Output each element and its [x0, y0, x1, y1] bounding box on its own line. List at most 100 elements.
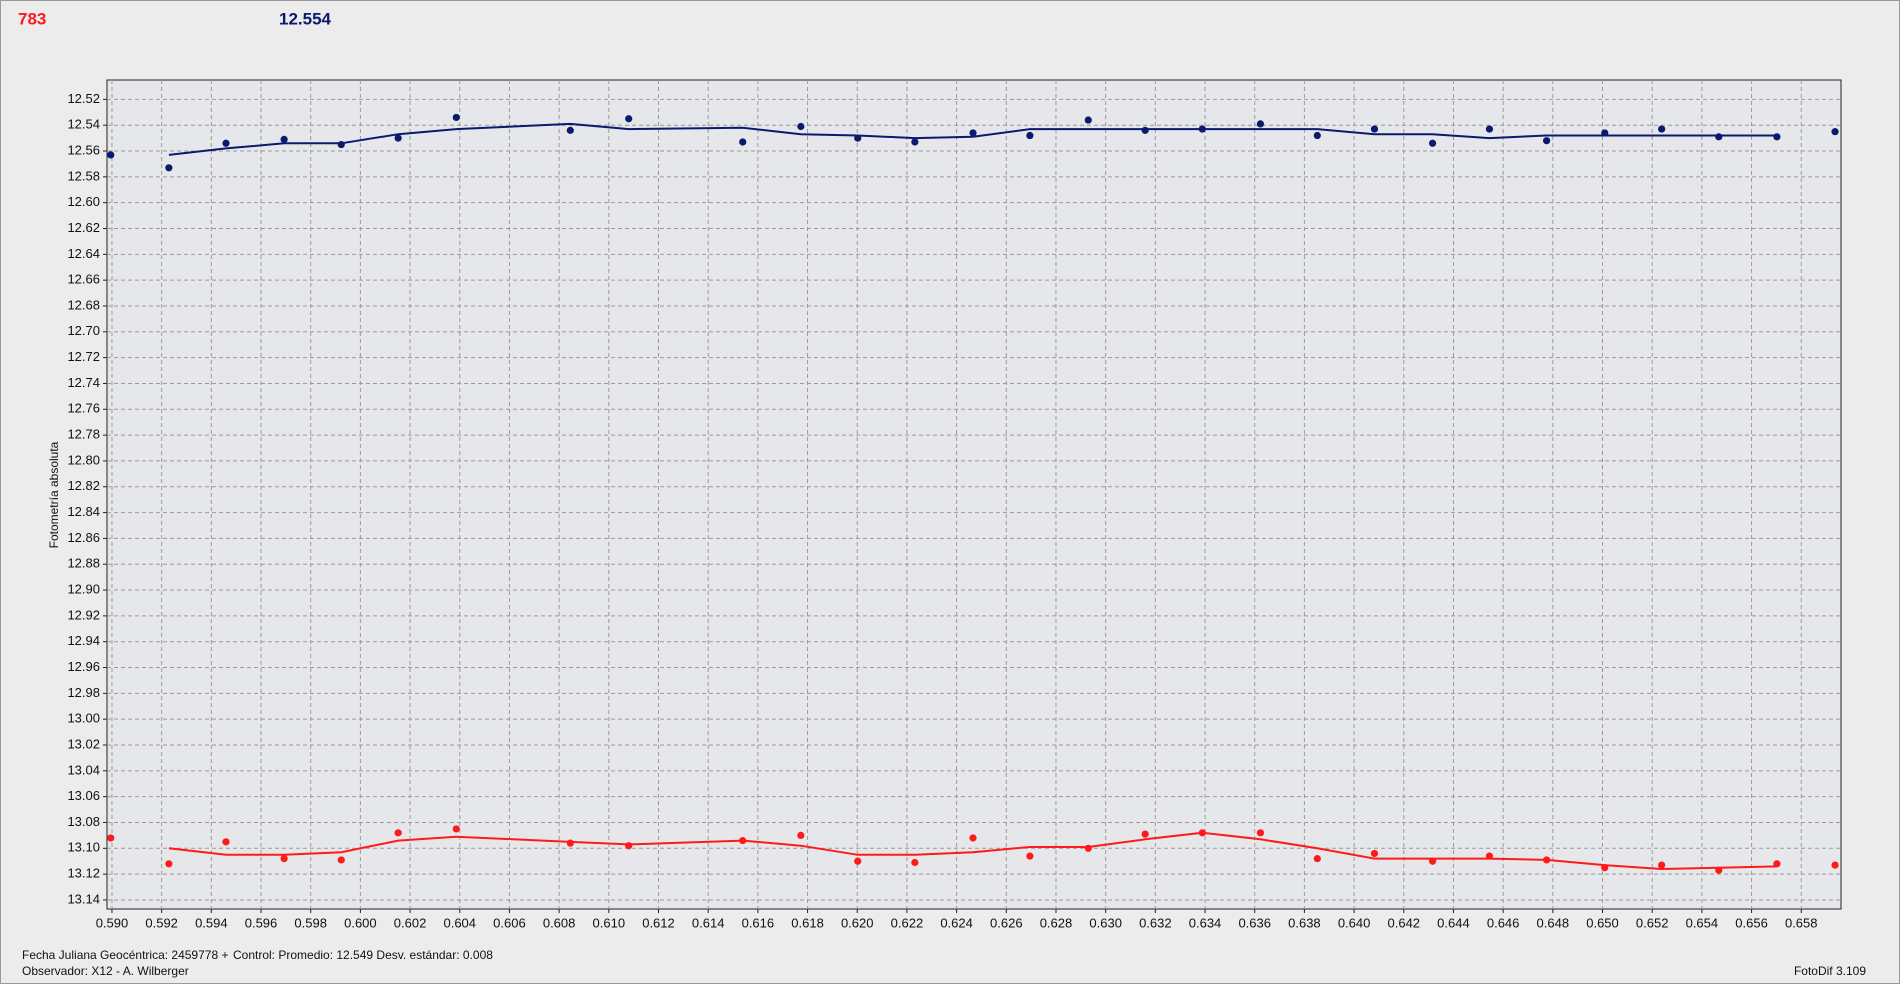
- x-tick-label: 0.640: [1338, 915, 1371, 930]
- y-tick-label: 12.92: [67, 607, 100, 622]
- y-tick-label: 12.86: [67, 530, 100, 545]
- y-tick-label: 12.78: [67, 427, 100, 442]
- data-point: [452, 113, 460, 122]
- y-tick-label: 12.98: [67, 685, 100, 700]
- y-tick-label: 12.56: [67, 142, 100, 157]
- footer-observer: Observador: X12 - A. Wilberger: [22, 964, 189, 978]
- y-tick-label: 12.64: [67, 246, 100, 261]
- data-point: [1141, 830, 1149, 838]
- x-tick-label: 0.634: [1189, 915, 1222, 930]
- data-point: [625, 115, 633, 123]
- x-tick-label: 0.654: [1686, 915, 1719, 930]
- x-tick-label: 0.624: [940, 915, 973, 930]
- data-point: [739, 138, 747, 146]
- footer-date: Fecha Juliana Geocéntrica: 2459778 +: [22, 948, 228, 962]
- header-count: 783: [18, 9, 46, 28]
- x-tick-label: 0.596: [245, 915, 278, 930]
- y-tick-label: 12.52: [67, 91, 100, 106]
- x-tick-label: 0.590: [96, 915, 129, 930]
- x-tick-label: 0.614: [692, 915, 725, 930]
- y-tick-label: 12.60: [67, 194, 100, 209]
- y-tick-label: 12.82: [67, 478, 100, 493]
- trend-line: [168, 122, 1777, 156]
- data-point: [280, 135, 288, 143]
- y-tick-label: 12.58: [67, 168, 100, 183]
- x-tick-label: 0.600: [344, 915, 377, 930]
- data-point: [1084, 116, 1092, 124]
- y-tick-label: 12.88: [67, 556, 100, 571]
- y-tick-label: 13.12: [67, 866, 100, 881]
- data-point: [337, 856, 345, 864]
- x-tick-label: 0.644: [1437, 915, 1470, 930]
- data-point: [1715, 133, 1723, 141]
- data-point: [222, 139, 230, 147]
- data-point: [165, 164, 173, 172]
- data-point: [1256, 120, 1265, 128]
- x-tick-label: 0.638: [1288, 915, 1321, 930]
- data-point: [1141, 126, 1149, 134]
- data-point: [1831, 861, 1839, 869]
- y-tick-label: 12.90: [67, 581, 100, 596]
- data-point: [1370, 849, 1379, 858]
- plot-area: [106, 79, 1842, 910]
- data-point: [1773, 133, 1781, 141]
- data-point: [1831, 128, 1839, 136]
- data-point: [394, 134, 402, 142]
- data-point: [1658, 861, 1666, 869]
- x-tick-label: 0.642: [1388, 915, 1421, 930]
- y-tick-label: 13.02: [67, 736, 100, 751]
- data-point: [1428, 139, 1437, 147]
- x-tick-label: 0.608: [543, 915, 576, 930]
- y-tick-label: 13.00: [67, 711, 100, 726]
- x-tick-label: 0.616: [742, 915, 775, 930]
- x-tick-label: 0.658: [1785, 915, 1818, 930]
- data-point: [911, 858, 919, 867]
- x-tick-label: 0.606: [493, 915, 526, 930]
- data-point: [107, 834, 115, 842]
- data-point: [452, 825, 460, 833]
- data-point: [566, 839, 574, 847]
- data-point: [969, 834, 977, 842]
- data-point: [969, 129, 977, 137]
- x-tick-label: 0.594: [195, 915, 228, 930]
- x-tick-label: 0.632: [1139, 915, 1172, 930]
- data-point: [625, 842, 633, 850]
- data-point: [854, 857, 862, 865]
- y-tick-label: 12.94: [67, 633, 100, 648]
- data-point: [165, 860, 173, 868]
- y-tick-label: 13.10: [67, 840, 100, 855]
- y-tick-label: 13.06: [67, 788, 100, 803]
- data-point: [1543, 137, 1551, 145]
- data-point: [1026, 852, 1034, 860]
- y-tick-label: 12.74: [67, 375, 100, 390]
- x-tick-label: 0.592: [145, 915, 178, 930]
- data-point: [911, 138, 919, 146]
- data-point: [1256, 829, 1265, 837]
- x-tick-label: 0.602: [394, 915, 427, 930]
- y-tick-label: 13.04: [67, 762, 100, 777]
- y-tick-label: 12.84: [67, 504, 100, 519]
- x-tick-label: 0.604: [443, 915, 476, 930]
- y-tick-label: 12.54: [67, 117, 100, 132]
- x-tick-label: 0.628: [1040, 915, 1073, 930]
- data-point: [280, 855, 288, 863]
- header-value: 12.554: [279, 9, 332, 28]
- x-tick-label: 0.636: [1238, 915, 1271, 930]
- x-tick-label: 0.626: [990, 915, 1023, 930]
- y-tick-label: 12.62: [67, 220, 100, 235]
- footer-control: Control: Promedio: 12.549 Desv. estándar…: [233, 948, 493, 962]
- y-tick-label: 12.66: [67, 272, 100, 287]
- x-tick-label: 0.650: [1586, 915, 1619, 930]
- y-tick-label: 12.96: [67, 659, 100, 674]
- data-point: [394, 829, 402, 837]
- y-tick-label: 12.76: [67, 401, 100, 416]
- y-tick-label: 12.80: [67, 452, 100, 467]
- x-tick-label: 0.652: [1636, 915, 1669, 930]
- x-tick-label: 0.610: [593, 915, 626, 930]
- trend-line: [168, 831, 1777, 871]
- data-point: [1313, 131, 1321, 140]
- y-axis-label: Fotometría absoluta: [47, 441, 61, 548]
- x-tick-label: 0.612: [642, 915, 675, 930]
- data-point: [1658, 125, 1666, 133]
